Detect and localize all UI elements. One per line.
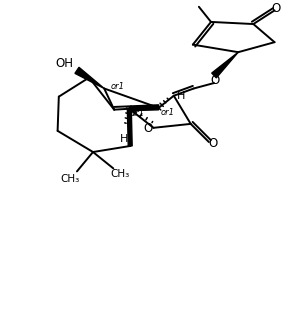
- Text: or1: or1: [131, 109, 145, 118]
- Text: H: H: [120, 135, 128, 144]
- Text: O: O: [271, 2, 281, 15]
- Text: H: H: [177, 91, 185, 101]
- Text: or1: or1: [161, 108, 174, 117]
- Polygon shape: [75, 67, 104, 88]
- Polygon shape: [129, 106, 159, 111]
- Text: O: O: [143, 122, 153, 135]
- Text: CH₃: CH₃: [60, 174, 79, 184]
- Text: or1: or1: [110, 82, 124, 91]
- Text: CH₃: CH₃: [111, 169, 130, 179]
- Text: OH: OH: [56, 57, 74, 70]
- Text: O: O: [210, 75, 219, 88]
- Polygon shape: [212, 52, 238, 78]
- Text: O: O: [209, 137, 218, 150]
- Polygon shape: [127, 109, 132, 146]
